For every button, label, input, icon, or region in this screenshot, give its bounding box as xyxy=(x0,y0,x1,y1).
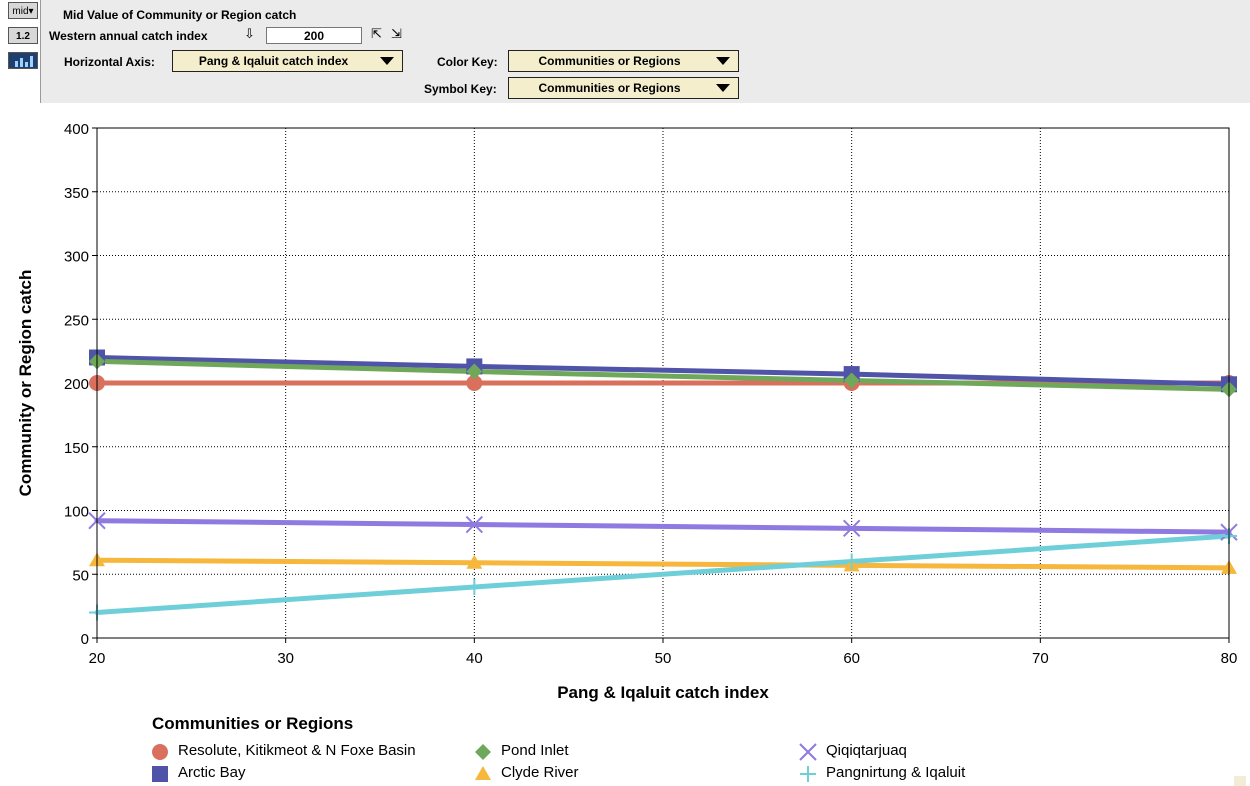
legend-marker xyxy=(152,766,168,782)
legend-marker xyxy=(475,766,491,780)
x-tick-label: 70 xyxy=(1032,650,1049,667)
y-tick-label: 200 xyxy=(64,376,89,393)
series-line xyxy=(94,518,1232,535)
panel-title: Mid Value of Community or Region catch xyxy=(63,8,297,22)
symbol-key-label: Symbol Key: xyxy=(424,82,497,96)
legend-title: Communities or Regions xyxy=(152,714,354,733)
series-line xyxy=(94,355,1232,387)
symbol-key-dropdown[interactable]: Communities or Regions xyxy=(508,77,739,99)
legend-label: Pond Inlet xyxy=(501,742,569,759)
symbol-key-value: Communities or Regions xyxy=(538,81,681,95)
chevron-down-icon xyxy=(380,57,394,65)
legend-marker-shape xyxy=(799,743,817,761)
chevron-down-icon xyxy=(716,57,730,65)
data-point xyxy=(466,363,483,380)
x-tick-label: 80 xyxy=(1221,650,1238,667)
plot-frame xyxy=(96,127,1230,639)
chevron-down-icon xyxy=(716,84,730,92)
chart-view-button[interactable] xyxy=(8,52,38,69)
y-tick-label: 50 xyxy=(72,567,89,584)
value-display-button[interactable]: 1.2 xyxy=(8,27,38,44)
y-axis-ticks: 0 50 100 150 200 250 300 350 400 xyxy=(64,121,97,648)
series-lines xyxy=(94,355,1232,615)
legend-label: Qiqiqtarjuaq xyxy=(826,742,907,759)
horizontal-axis-label: Horizontal Axis: xyxy=(64,55,155,69)
data-point xyxy=(466,554,483,569)
y-tick-label: 100 xyxy=(64,504,89,521)
legend-marker xyxy=(800,766,816,782)
x-axis-label: Pang & Iqaluit catch index xyxy=(557,683,769,702)
chart-icon xyxy=(15,56,33,67)
y-tick-label: 400 xyxy=(64,121,89,138)
y-tick-label: 350 xyxy=(64,185,89,202)
series-line xyxy=(94,557,1232,571)
y-tick-label: 300 xyxy=(64,249,89,266)
legend: Communities or Regions Resolute, Kitikme… xyxy=(150,712,1150,786)
horizontal-axis-value: Pang & Iqaluit catch index xyxy=(198,54,349,68)
color-key-label: Color Key: xyxy=(437,55,498,69)
resize-handle[interactable] xyxy=(1234,776,1246,786)
series-line xyxy=(94,358,1232,392)
legend-label: Pangnirtung & Iqaluit xyxy=(826,764,966,781)
data-point xyxy=(842,519,861,538)
color-key-dropdown[interactable]: Communities or Regions xyxy=(508,50,739,72)
legend-label: Resolute, Kitikmeot & N Foxe Basin xyxy=(178,742,416,759)
color-key-value: Communities or Regions xyxy=(538,54,681,68)
decrement-icon[interactable]: ⇩ xyxy=(244,26,255,41)
catch-index-input[interactable] xyxy=(266,27,362,44)
series-line xyxy=(94,533,1232,615)
x-axis-ticks: 20 30 40 50 60 70 80 xyxy=(89,638,1238,667)
mode-dropdown[interactable]: mid▾ xyxy=(8,2,38,19)
y-tick-label: 150 xyxy=(64,440,89,457)
toolbar: mid▾ 1.2 xyxy=(0,0,40,103)
legend-marker-shape xyxy=(152,766,168,782)
y-tick-label: 0 xyxy=(81,631,89,648)
legend-marker-shape xyxy=(475,744,491,760)
x-tick-label: 20 xyxy=(89,650,106,667)
legend-marker-shape xyxy=(475,766,491,780)
x-tick-label: 40 xyxy=(466,650,483,667)
data-point xyxy=(466,375,483,391)
slider-label: Western annual catch index xyxy=(49,29,208,43)
legend-marker xyxy=(152,744,168,760)
legend-label: Arctic Bay xyxy=(178,764,246,781)
collapse-icon[interactable]: ⇲ xyxy=(391,26,402,41)
horizontal-axis-dropdown[interactable]: Pang & Iqaluit catch index xyxy=(172,50,403,72)
data-point xyxy=(843,372,860,389)
expand-icon[interactable]: ⇱ xyxy=(371,26,382,41)
legend-marker xyxy=(475,744,491,760)
legend-marker-shape xyxy=(152,744,168,760)
legend-marker xyxy=(799,743,817,761)
data-point xyxy=(465,515,484,534)
legend-label: Clyde River xyxy=(501,764,579,781)
y-tick-label: 250 xyxy=(64,312,89,329)
x-tick-label: 30 xyxy=(277,650,294,667)
control-panel: Mid Value of Community or Region catch W… xyxy=(40,0,1250,103)
series-markers xyxy=(88,349,1238,621)
y-axis-label: Community or Region catch xyxy=(16,270,35,497)
x-tick-label: 60 xyxy=(843,650,860,667)
x-tick-label: 50 xyxy=(655,650,672,667)
